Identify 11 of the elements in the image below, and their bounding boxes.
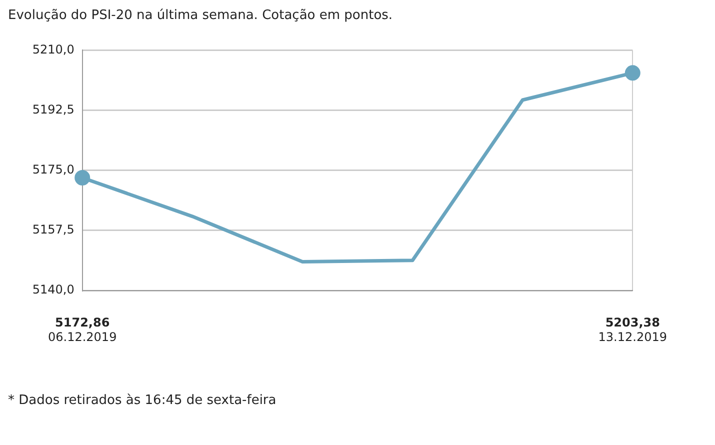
data-label: 5203,38 <box>605 316 660 330</box>
y-tick-label: 5210,0 <box>32 42 74 56</box>
text: * Dados retirados às 16:45 de sexta-feira <box>8 393 278 408</box>
y-tick-label: 5175,0 <box>32 162 74 177</box>
y-tick-label: 5157,5 <box>32 222 74 237</box>
y-tick-label: 5192,5 <box>32 102 74 116</box>
x-tick-label: 06.12.2019 <box>48 330 117 344</box>
chart-title: Evolução do PSI-20 na última semana. Cotação em pontos. <box>8 8 394 23</box>
x-tick-label: 13.12.2019 <box>598 330 668 344</box>
y-tick-label: 5140,0 <box>32 282 74 297</box>
data-label: 5172,86 <box>55 316 110 330</box>
